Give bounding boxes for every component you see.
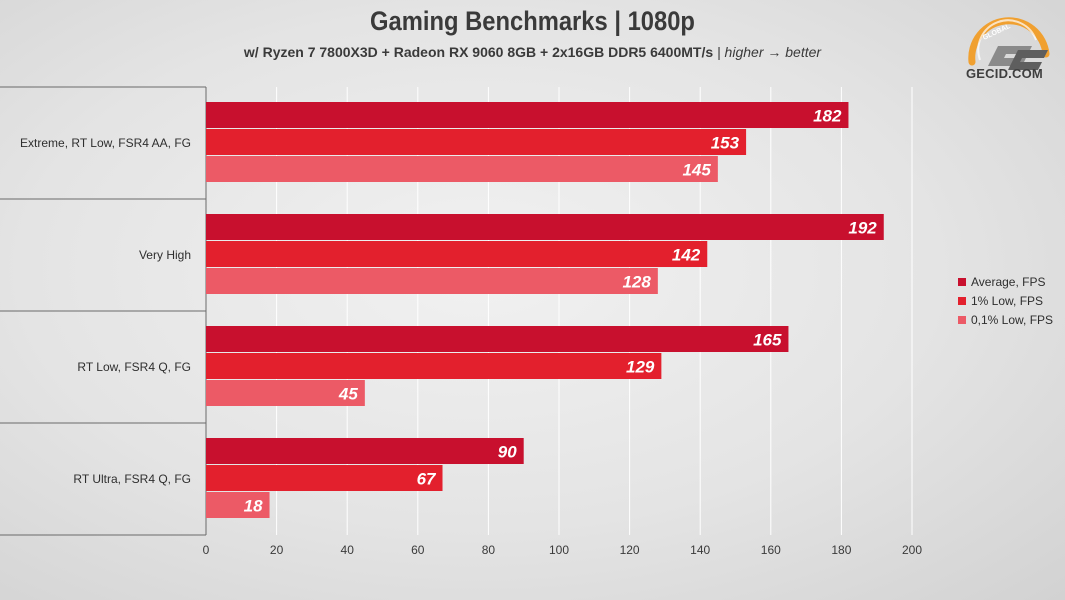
value-label-1-1: 142 — [672, 246, 701, 265]
category-label-2: RT Low, FSR4 Q, FG — [77, 360, 191, 374]
bar-0-2 — [206, 156, 718, 182]
category-label-3: RT Ultra, FSR4 Q, FG — [73, 472, 191, 486]
x-tick-label-1: 20 — [270, 543, 284, 557]
subtitle-note: | higher → better — [717, 44, 822, 60]
bar-2-1 — [206, 353, 662, 379]
value-label-0-0: 182 — [813, 107, 842, 126]
x-tick-label-5: 100 — [549, 543, 569, 557]
value-label-2-0: 165 — [753, 331, 782, 350]
legend-label-0: Average, FPS — [971, 274, 1046, 289]
value-label-0-1: 153 — [711, 134, 740, 153]
bar-3-2 — [206, 492, 270, 518]
subtitle-main: w/ Ryzen 7 7800X3D + Radeon RX 9060 8GB … — [243, 44, 714, 60]
value-label-1-0: 192 — [848, 219, 877, 238]
x-tick-label-6: 120 — [620, 543, 640, 557]
bar-2-0 — [206, 326, 789, 352]
x-tick-label-7: 140 — [690, 543, 710, 557]
bar-3-0 — [206, 438, 524, 464]
x-tick-label-9: 180 — [831, 543, 851, 557]
value-label-2-2: 45 — [338, 385, 358, 404]
legend-item-2: 0,1% Low, FPS — [958, 310, 1053, 329]
x-tick-label-0: 0 — [203, 543, 210, 557]
bar-3-1 — [206, 465, 443, 491]
legend-swatch-1 — [958, 296, 966, 305]
value-label-3-0: 90 — [498, 443, 517, 462]
legend-swatch-0 — [958, 277, 966, 286]
bar-2-2 — [206, 380, 365, 406]
category-label-1: Very High — [139, 248, 191, 262]
value-label-3-1: 67 — [417, 470, 437, 489]
x-tick-label-10: 200 — [902, 543, 922, 557]
legend-label-1: 1% Low, FPS — [971, 293, 1044, 308]
logo-text: GECID.COM — [966, 66, 1043, 81]
bar-0-1 — [206, 129, 747, 155]
x-tick-label-8: 160 — [761, 543, 781, 557]
bar-1-1 — [206, 241, 708, 267]
chart-title: Gaming Benchmarks | 1080p — [370, 6, 695, 36]
legend-swatch-2 — [958, 315, 966, 324]
value-label-3-2: 18 — [244, 497, 263, 516]
value-label-2-1: 129 — [626, 358, 655, 377]
x-tick-label-4: 80 — [482, 543, 496, 557]
bar-0-0 — [206, 102, 849, 128]
chart-subtitle: w/ Ryzen 7 7800X3D + Radeon RX 9060 8GB … — [0, 44, 1065, 60]
category-label-0: Extreme, RT Low, FSR4 AA, FG — [20, 136, 191, 150]
legend-item-0: Average, FPS — [958, 272, 1053, 291]
x-tick-label-2: 40 — [341, 543, 355, 557]
legend-label-2: 0,1% Low, FPS — [971, 312, 1054, 327]
value-label-1-2: 128 — [622, 273, 651, 292]
legend-item-1: 1% Low, FPS — [958, 291, 1053, 310]
x-tick-label-3: 60 — [411, 543, 425, 557]
bar-1-0 — [206, 214, 884, 240]
gecid-logo-icon: GLOBAL — [968, 17, 1050, 70]
value-label-0-2: 145 — [682, 161, 711, 180]
chart-legend: Average, FPS 1% Low, FPS 0,1% Low, FPS — [958, 272, 1053, 329]
bar-1-2 — [206, 268, 658, 294]
